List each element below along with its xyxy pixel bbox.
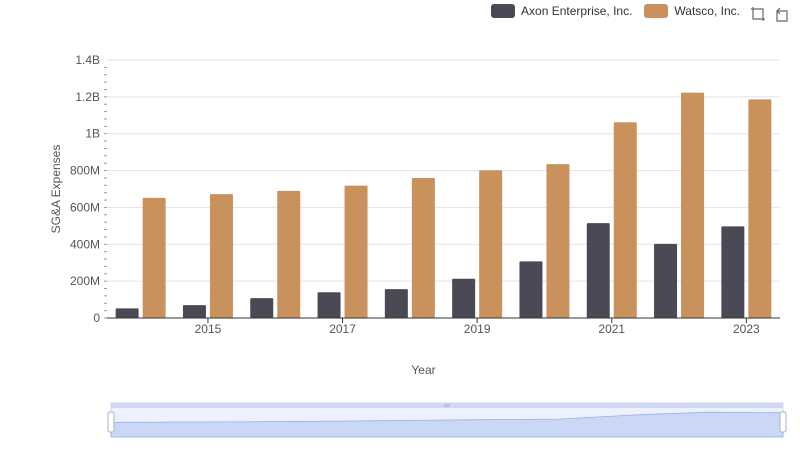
x-axis-label: Year	[411, 363, 435, 377]
datazoom-handle-right[interactable]	[779, 411, 787, 433]
x-tick-label: 2015	[195, 322, 222, 336]
legend-label-watsco: Watsco, Inc.	[674, 4, 740, 18]
bar-watsco-2016[interactable]	[277, 190, 301, 318]
bar-axon-2016[interactable]	[250, 298, 274, 318]
bar-watsco-2014[interactable]	[142, 197, 166, 318]
bar-axon-2014[interactable]	[115, 308, 139, 318]
x-tick-label: 2023	[733, 322, 760, 336]
y-tick-label: 1.2B	[75, 90, 100, 104]
bar-axon-2020[interactable]	[519, 261, 543, 318]
x-tick-label: 2021	[598, 322, 625, 336]
bar-watsco-2022[interactable]	[681, 92, 705, 319]
legend-item-watsco[interactable]: Watsco, Inc.	[644, 4, 740, 18]
legend-swatch-axon	[491, 4, 516, 18]
bar-axon-2019[interactable]	[452, 278, 476, 318]
bar-axon-2022[interactable]	[654, 243, 678, 318]
bar-series	[115, 92, 772, 319]
x-axis-ticks: 2015 2017 2019 2021 2023	[195, 318, 760, 336]
y-axis-ticks: 0 200M 400M 600M 800M 1B 1.2B 1.4B	[70, 53, 107, 325]
bar-watsco-2015[interactable]	[209, 194, 233, 318]
y-tick-label: 600M	[70, 200, 100, 214]
datazoom-slider[interactable]	[107, 402, 787, 438]
y-axis-label: SG&A Expenses	[49, 145, 63, 234]
bar-axon-2021[interactable]	[586, 223, 610, 318]
bar-watsco-2018[interactable]	[411, 177, 435, 318]
y-tick-label: 200M	[70, 274, 100, 288]
chart-toolbox	[750, 6, 790, 22]
y-tick-label: 800M	[70, 164, 100, 178]
bar-axon-2015[interactable]	[182, 305, 206, 318]
y-tick-label: 1B	[85, 127, 100, 141]
bar-axon-2023[interactable]	[721, 226, 745, 318]
grid-lines	[107, 59, 780, 282]
y-tick-label: 1.4B	[75, 53, 100, 67]
bar-watsco-2019[interactable]	[479, 170, 503, 318]
x-tick-label: 2017	[329, 322, 356, 336]
bar-watsco-2017[interactable]	[344, 185, 368, 318]
legend-item-axon[interactable]: Axon Enterprise, Inc.	[491, 4, 632, 18]
bar-watsco-2021[interactable]	[613, 122, 637, 318]
bar-axon-2018[interactable]	[384, 289, 408, 318]
chart-legend: Axon Enterprise, Inc. Watsco, Inc.	[491, 4, 740, 18]
datazoom-handle-left[interactable]	[107, 411, 115, 433]
zoom-icon[interactable]	[750, 6, 766, 22]
datazoom-grip[interactable]	[444, 404, 450, 407]
x-tick-label: 2019	[464, 322, 491, 336]
bar-axon-2017[interactable]	[317, 292, 341, 318]
bar-watsco-2020[interactable]	[546, 164, 570, 318]
bar-watsco-2023[interactable]	[748, 99, 772, 319]
legend-swatch-watsco	[644, 4, 669, 18]
y-tick-label: 0	[93, 311, 100, 325]
y-tick-label: 400M	[70, 237, 100, 251]
restore-icon[interactable]	[774, 6, 790, 22]
legend-label-axon: Axon Enterprise, Inc.	[521, 4, 633, 18]
